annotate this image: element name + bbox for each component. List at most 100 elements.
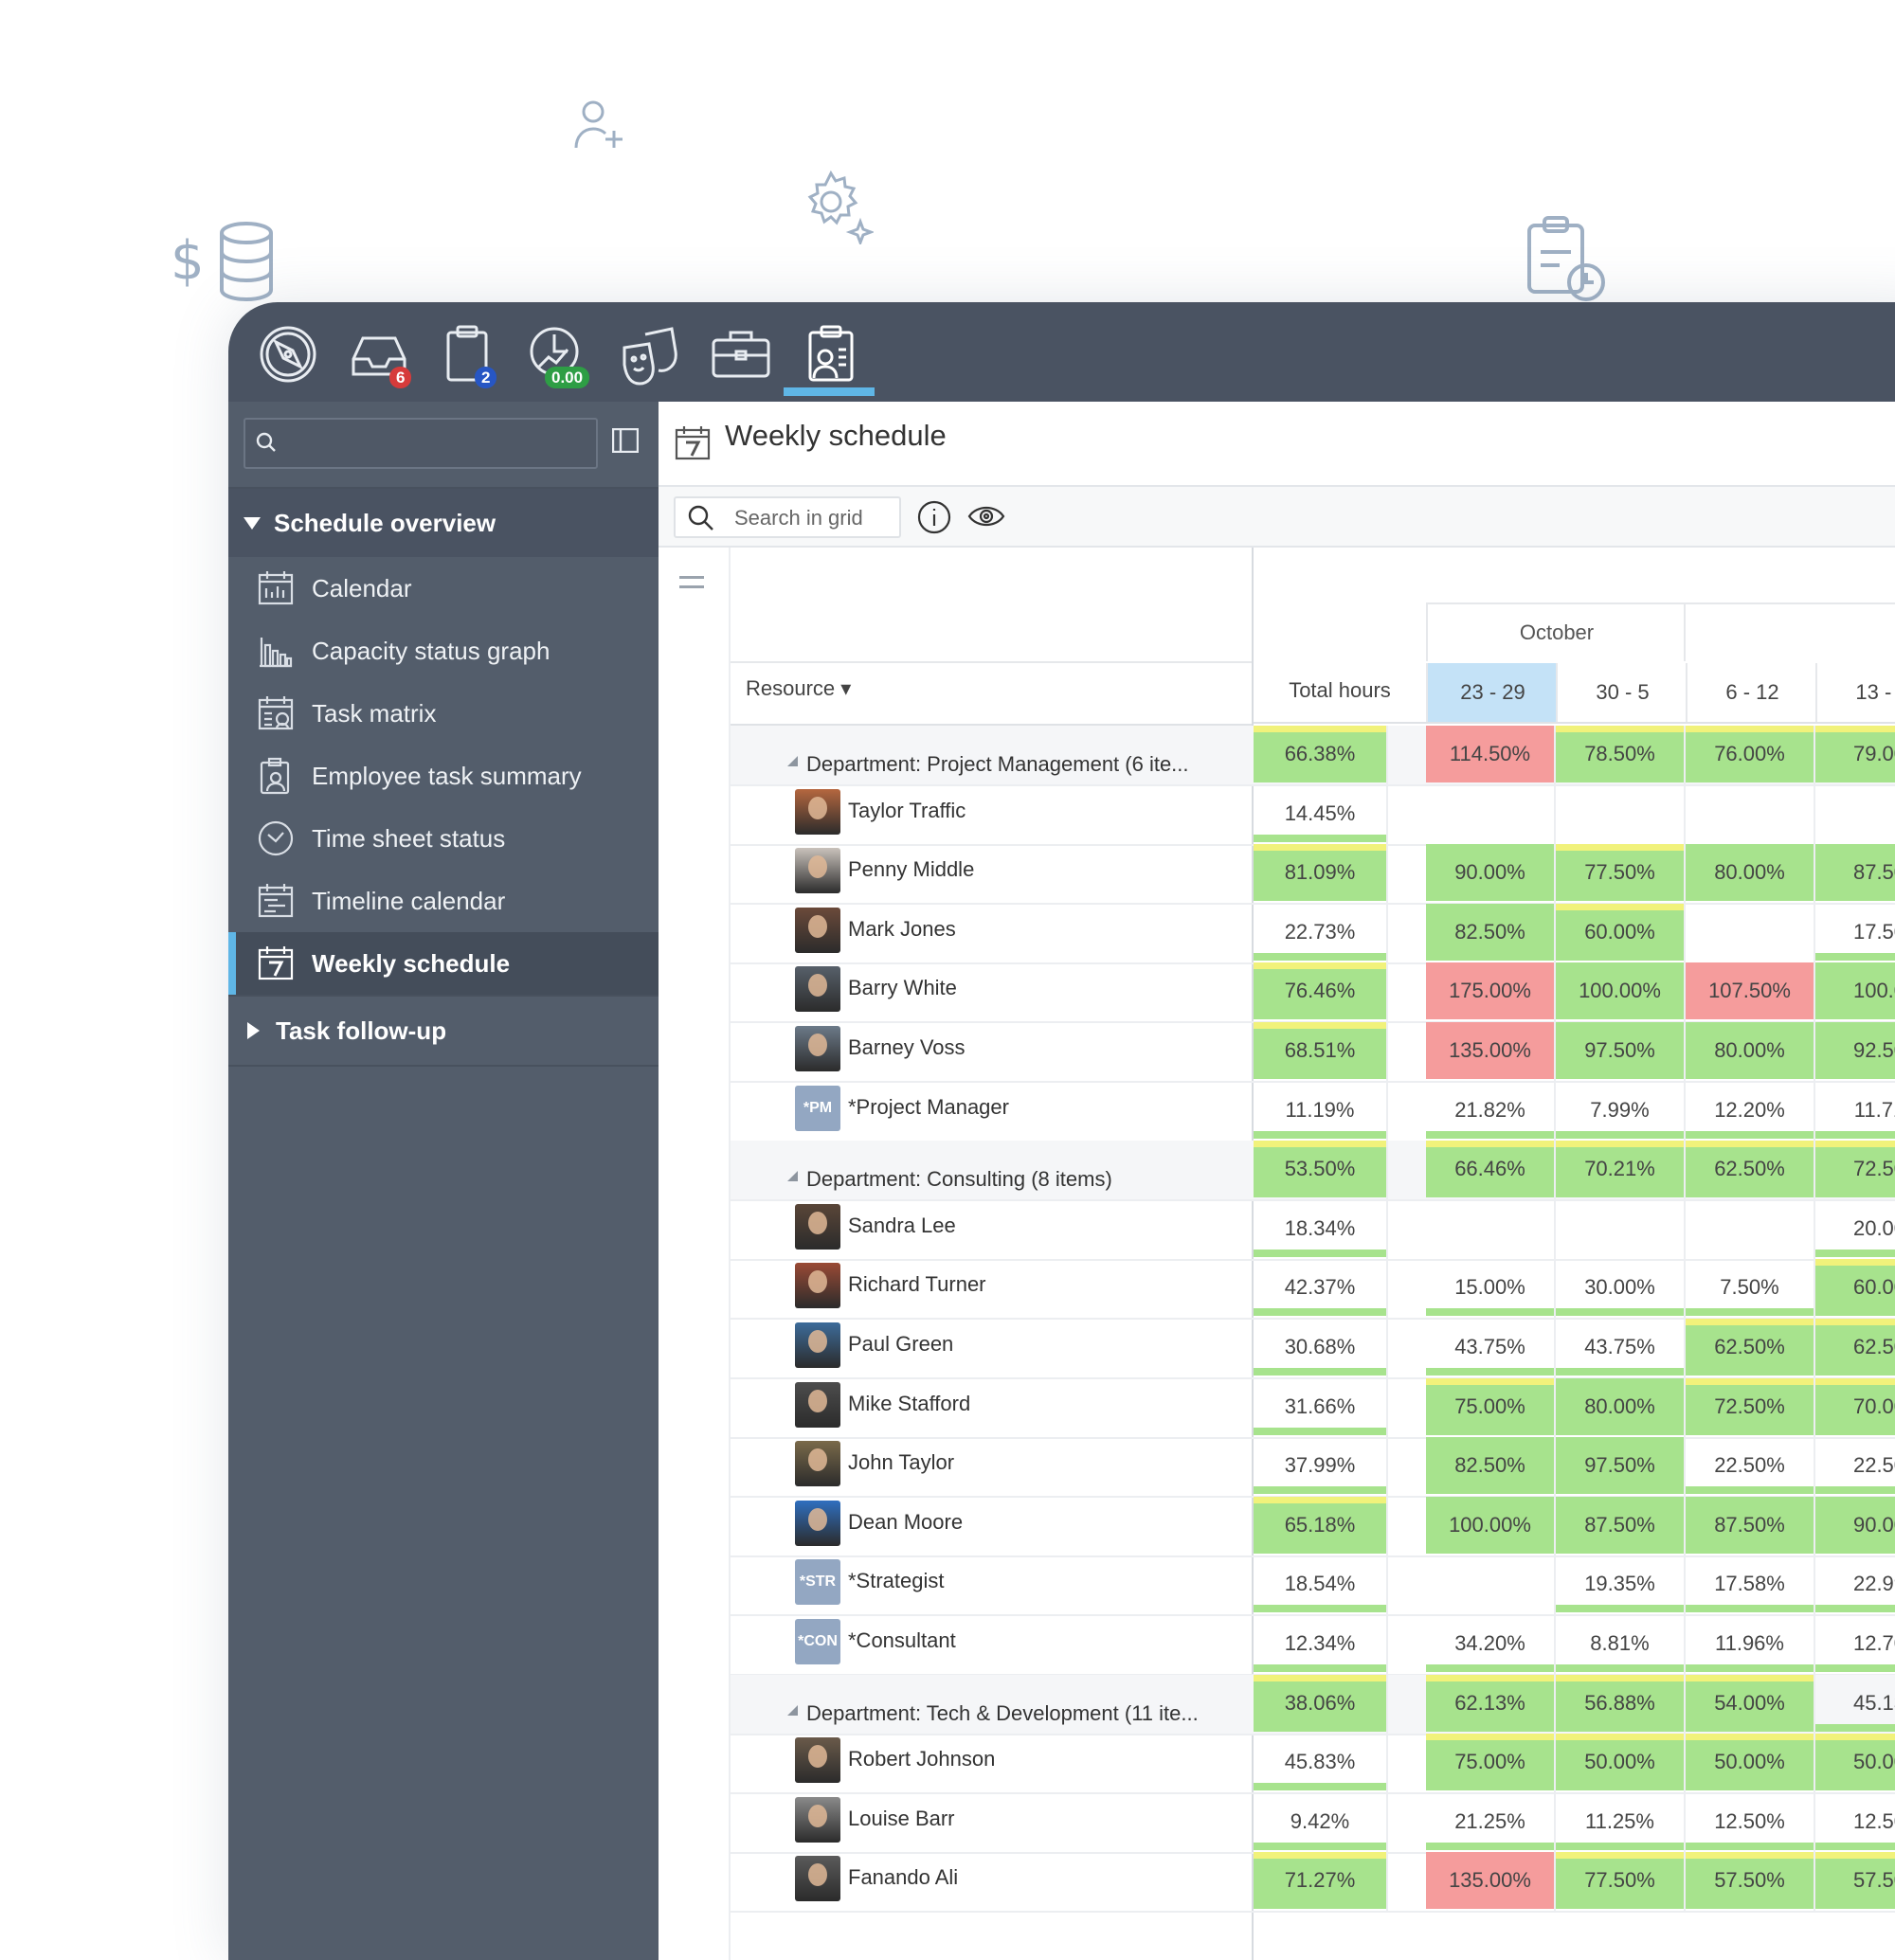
week-cell[interactable]: 100.00% [1426, 1496, 1554, 1554]
week-cell[interactable]: 54.00% [1686, 1674, 1814, 1732]
week-cell[interactable]: 30.00% [1556, 1259, 1684, 1317]
week-cell[interactable]: 12.20% [1686, 1082, 1814, 1139]
week-cell[interactable]: 12.50 [1815, 1793, 1895, 1850]
week-cell[interactable]: 62.13% [1426, 1674, 1554, 1732]
week-cell[interactable]: 7.50% [1686, 1259, 1814, 1317]
table-row[interactable]: Barney Voss 68.51% 135.00% 97.50% 80.00% 92.5… [731, 1022, 1895, 1083]
week-cell[interactable]: 77.50% [1556, 844, 1684, 902]
week-cell[interactable] [1686, 785, 1814, 842]
week-cell[interactable]: 12.50% [1686, 1793, 1814, 1850]
week-cell[interactable]: 45.13 [1815, 1675, 1895, 1732]
week-cell[interactable]: 21.82% [1426, 1082, 1554, 1139]
eye-icon[interactable] [967, 502, 1005, 530]
week-cell[interactable]: 62.50% [1686, 1319, 1814, 1376]
table-row[interactable]: Dean Moore 65.18% 100.00% 87.50% 87.50% 90.00 [731, 1496, 1895, 1557]
sidebar-search-input[interactable] [244, 418, 598, 469]
week-cell[interactable]: 114.50% [1426, 726, 1554, 782]
briefcase-icon[interactable] [708, 321, 774, 387]
table-row[interactable]: Robert Johnson 45.83% 75.00% 50.00% 50.00% 50… [731, 1734, 1895, 1795]
week-cell[interactable]: 80.00% [1686, 1022, 1814, 1079]
week-cell[interactable]: 72.50 [1815, 1141, 1895, 1198]
week-cell[interactable] [1426, 1555, 1554, 1612]
grid-search-input[interactable]: Search in grid [674, 496, 901, 538]
week-cell[interactable]: 22.99 [1815, 1555, 1895, 1613]
info-icon[interactable] [916, 499, 952, 535]
time-report-icon[interactable]: 0.00 [526, 321, 592, 388]
week-header[interactable]: 6 - 12 [1686, 663, 1817, 722]
week-header[interactable]: 23 - 29 [1426, 663, 1558, 722]
week-cell[interactable]: 21.25% [1426, 1793, 1554, 1850]
week-cell[interactable] [1426, 785, 1554, 842]
table-row[interactable]: Penny Middle 81.09% 90.00% 77.50% 80.00% 87.5… [731, 844, 1895, 906]
week-cell[interactable]: 50.00% [1556, 1734, 1684, 1791]
week-cell[interactable]: 11.25% [1556, 1793, 1684, 1850]
week-cell[interactable]: 82.50% [1426, 1437, 1554, 1495]
table-row[interactable]: Sandra Lee 18.34% 20.00 [731, 1199, 1895, 1261]
week-cell[interactable]: 11.96% [1686, 1615, 1814, 1672]
week-cell[interactable]: 22.50 [1815, 1437, 1895, 1495]
week-cell[interactable]: 60.00% [1556, 903, 1684, 961]
week-cell[interactable]: 17.50 [1815, 904, 1895, 961]
week-cell[interactable]: 79.00 [1815, 726, 1895, 782]
week-cell[interactable]: 57.50% [1686, 1852, 1814, 1910]
week-cell[interactable]: 57.50 [1815, 1852, 1895, 1910]
week-cell[interactable]: 87.50% [1556, 1496, 1684, 1554]
week-cell[interactable]: 8.81% [1556, 1615, 1684, 1672]
week-cell[interactable]: 22.50% [1686, 1437, 1814, 1495]
week-cell[interactable] [1815, 785, 1895, 842]
table-row[interactable]: Richard Turner 42.37% 15.00% 30.00% 7.50% 60.… [731, 1259, 1895, 1321]
week-cell[interactable]: 20.00 [1815, 1200, 1895, 1257]
sidebar-item-time-sheet-status[interactable]: Time sheet status [228, 807, 659, 870]
table-row[interactable]: *PM *Project Manager 11.19% 21.82% 7.99% 12.2… [731, 1081, 1895, 1142]
sidebar-item-calendar[interactable]: Calendar [228, 557, 659, 620]
week-cell[interactable]: 66.46% [1426, 1141, 1554, 1198]
week-cell[interactable]: 97.50% [1556, 1022, 1684, 1079]
week-cell[interactable]: 107.50% [1686, 962, 1814, 1020]
week-cell[interactable]: 135.00% [1426, 1022, 1554, 1079]
week-cell[interactable]: 77.50% [1556, 1852, 1684, 1910]
sidebar-item-task-matrix[interactable]: Task matrix [228, 682, 659, 745]
week-cell[interactable]: 87.50 [1815, 844, 1895, 902]
week-cell[interactable]: 175.00% [1426, 962, 1554, 1020]
week-cell[interactable]: 43.75% [1426, 1319, 1554, 1376]
group-task-follow-up[interactable]: Task follow-up [228, 997, 659, 1065]
week-cell[interactable] [1426, 1200, 1554, 1257]
week-cell[interactable]: 135.00% [1426, 1852, 1554, 1910]
collapse-triangle-icon[interactable] [787, 1171, 798, 1182]
table-row[interactable]: *CON *Consultant 12.34% 34.20% 8.81% 11.96% 12… [731, 1615, 1895, 1676]
week-cell[interactable]: 56.88% [1556, 1674, 1684, 1732]
week-cell[interactable]: 75.00% [1426, 1377, 1554, 1435]
week-cell[interactable]: 62.50% [1686, 1141, 1814, 1198]
table-row[interactable]: Mark Jones 22.73% 82.50% 60.00% 17.50 [731, 903, 1895, 964]
week-cell[interactable]: 82.50% [1426, 903, 1554, 961]
week-cell[interactable]: 87.50% [1686, 1496, 1814, 1554]
department-row[interactable]: Department: Tech & Development (11 ite..… [731, 1674, 1895, 1735]
week-cell[interactable]: 100.0 [1815, 962, 1895, 1020]
week-cell[interactable]: 80.00% [1686, 844, 1814, 902]
week-cell[interactable]: 75.00% [1426, 1734, 1554, 1791]
week-cell[interactable]: 60.00 [1815, 1259, 1895, 1317]
group-schedule-overview[interactable]: Schedule overview [228, 489, 659, 557]
week-header[interactable]: 13 - 1 [1815, 663, 1895, 722]
week-cell[interactable]: 50.00 [1815, 1734, 1895, 1791]
week-cell[interactable]: 78.50% [1556, 726, 1684, 782]
sidebar-item-capacity-status-graph[interactable]: Capacity status graph [228, 620, 659, 682]
collapse-sidebar-icon[interactable] [611, 427, 640, 454]
week-cell[interactable] [1686, 1200, 1814, 1257]
week-cell[interactable]: 43.75% [1556, 1319, 1684, 1376]
week-cell[interactable]: 50.00% [1686, 1734, 1814, 1791]
week-cell[interactable]: 62.50 [1815, 1319, 1895, 1376]
grid-menu-icon[interactable] [679, 576, 704, 595]
week-cell[interactable]: 70.21% [1556, 1141, 1684, 1198]
resource-column-header[interactable]: Resource ▾ [746, 676, 852, 700]
week-cell[interactable]: 90.00 [1815, 1496, 1895, 1554]
week-cell[interactable]: 90.00% [1426, 844, 1554, 902]
week-cell[interactable]: 100.00% [1556, 962, 1684, 1020]
week-cell[interactable]: 11.71 [1815, 1082, 1895, 1139]
collapse-triangle-icon[interactable] [787, 1704, 798, 1716]
week-cell[interactable]: 15.00% [1426, 1259, 1554, 1317]
week-cell[interactable]: 80.00% [1556, 1377, 1684, 1435]
clipboard-icon[interactable]: 2 [435, 321, 501, 388]
department-row[interactable]: Department: Project Management (6 ite...… [731, 726, 1895, 786]
sidebar-item-employee-task-summary[interactable]: Employee task summary [228, 745, 659, 807]
